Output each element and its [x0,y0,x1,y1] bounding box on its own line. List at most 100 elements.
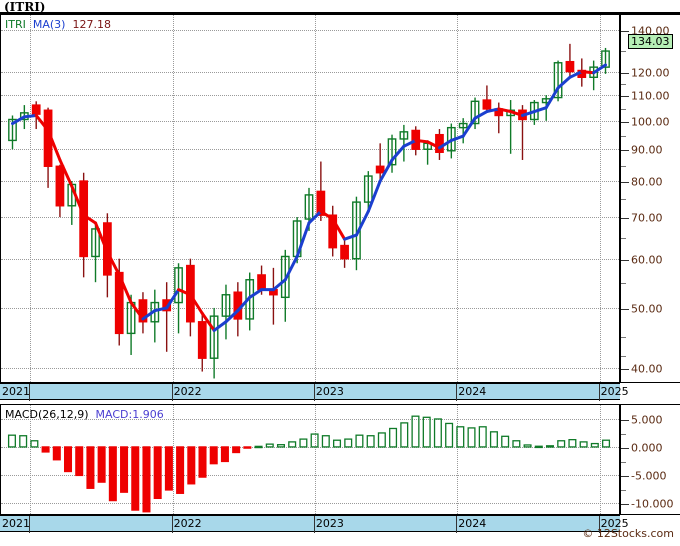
date-label: 2025 [600,517,629,530]
year-gridline [314,405,316,514]
macd-bar [120,446,129,493]
ma3-line-segment [390,144,406,162]
macd-bar [265,443,274,448]
macd-bar [7,434,16,448]
price-axis-tick [621,72,629,74]
ma3-line-segment [224,309,240,324]
macd-bar [467,427,476,448]
ma3-line-segment [271,278,287,292]
date-label: 2021 [2,385,30,398]
legend-ma-label: MA(3) [32,18,66,31]
macd-axis-minor-tick [621,433,626,435]
macd-bar [86,446,95,489]
ma3-line-segment [177,288,192,297]
ma3-line-segment [212,320,228,332]
ma3-line-segment [236,295,252,313]
candle-body [55,165,65,207]
macd-axis-tick [621,447,629,449]
ma3-line-segment [117,273,133,305]
ma3-line-segment [34,113,50,132]
ma3-line-segment [592,63,608,75]
price-axis-minor-tick [621,355,626,357]
price-gridline [1,368,619,370]
macd-histogram [7,415,611,513]
macd-bar [19,435,28,448]
macd-bar [176,446,185,494]
macd-gridline [1,474,619,476]
date-tick [456,516,458,533]
ma3-line-segment [437,138,453,150]
macd-bar [411,415,420,448]
candlestick-series [8,43,610,379]
ma3-line-segment [165,288,181,310]
macd-bar [142,446,151,513]
year-gridline [457,405,459,514]
ma3-line-segment [283,254,299,282]
ma3-line-segment [520,110,536,117]
price-legend: ITRI MA(3) 127.18 [5,18,111,31]
ma3-line-segment [556,75,572,90]
price-gridline [1,307,619,309]
date-tick [29,384,31,401]
ma3-line-segment [331,217,347,241]
legend-macd-name: MACD(26,12,9) [5,408,89,421]
macd-bar [333,439,342,448]
ma3-line-segment [200,311,216,332]
macd-bar [523,444,532,448]
price-axis-tick [621,259,629,261]
price-gridline [1,71,619,73]
price-gridline [1,95,619,97]
macd-plot-area[interactable] [1,405,619,514]
date-label: 2022 [173,385,202,398]
candle-body [553,62,563,99]
site-credit: © 12Stocks.com [582,527,674,540]
macd-bar [97,446,106,483]
ma3-line-segment [141,309,157,321]
year-gridline [172,405,174,514]
macd-axis-label: -10.000 [631,497,674,511]
current-price-tag: 134.03 [628,33,673,49]
year-gridline [314,15,316,382]
macd-axis-minor-tick [621,461,626,463]
price-plot-area[interactable] [1,15,619,382]
price-chart-panel[interactable]: ITRI MA(3) 127.18 [0,14,620,383]
price-axis-label: 50.00 [631,302,663,316]
candle-body [328,214,338,249]
date-tick [171,516,173,533]
macd-bar [310,433,319,448]
candle-body [280,255,290,299]
macd-bar [232,446,241,454]
year-gridline [599,15,601,382]
macd-bar [501,435,510,448]
ma3-line-segment [473,110,489,120]
macd-axis-tick [621,419,629,421]
macd-chart-panel[interactable]: MACD(26,12,9) MACD:1.906 [0,404,620,515]
price-gridline [1,120,619,122]
macd-bar [321,435,330,448]
ma3-line-segment [343,233,358,241]
candle-body [197,321,207,359]
price-axis-label: 100.00 [631,115,670,129]
price-axis-minor-tick [621,165,626,167]
price-axis-tick [621,182,629,184]
ma3-line-segment [402,138,418,148]
candle-body [375,165,385,174]
ma3-line-segment [10,115,26,126]
date-tick [171,384,173,401]
candle-body [257,274,266,291]
price-axis-tick [621,218,629,220]
ma3-line-segment [354,209,370,237]
price-axis-label: 110.00 [631,89,670,103]
candle-body [565,60,575,73]
macd-bar [209,446,218,465]
year-gridline [30,405,32,514]
candle-body [8,118,17,142]
macd-bar [602,439,611,448]
macd-legend: MACD(26,12,9) MACD:1.906 [5,408,164,421]
candle-body [304,194,314,220]
ma3-line-segment [22,113,38,119]
macd-bar [389,427,398,448]
macd-bar [534,445,543,449]
macd-bar [276,444,285,448]
